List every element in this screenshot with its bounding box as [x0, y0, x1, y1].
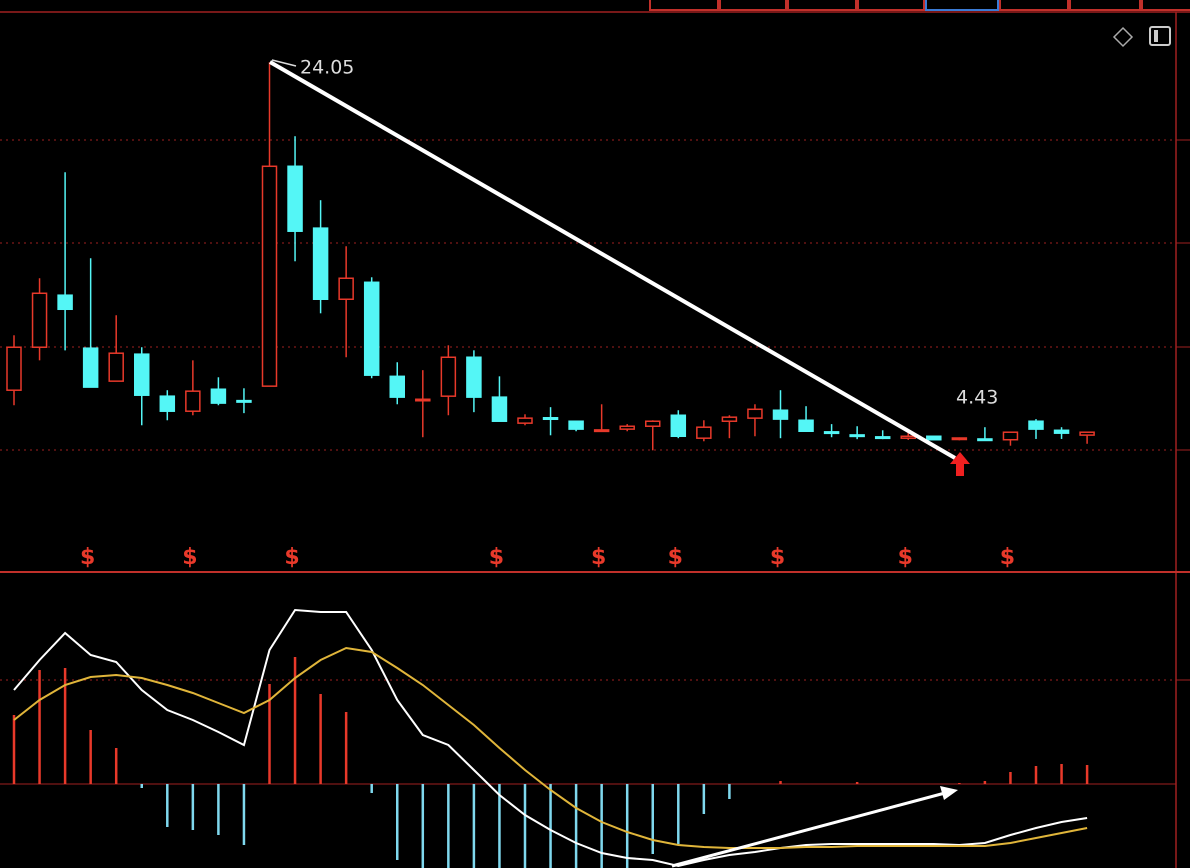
- candle-body: [134, 353, 150, 396]
- panel-icon-bar: [1154, 30, 1158, 42]
- candle-body: [363, 281, 380, 376]
- signal-marker: $: [489, 545, 504, 570]
- candle-body: [926, 435, 942, 441]
- tool-button[interactable]: [1069, 0, 1141, 11]
- candle-body: [670, 414, 687, 438]
- candle-body: [312, 227, 329, 300]
- candle-body: [1028, 420, 1044, 430]
- candle-body: [977, 438, 993, 442]
- candle-body: [849, 434, 865, 438]
- candle-body: [57, 294, 73, 311]
- candle-body: [772, 409, 789, 420]
- candle-body: [593, 429, 610, 433]
- candle-body: [517, 417, 533, 424]
- signal-marker: $: [80, 545, 95, 570]
- signal-marker: $: [591, 545, 606, 570]
- candle-body: [415, 398, 431, 402]
- candle-body: [210, 388, 227, 404]
- tool-button[interactable]: [925, 0, 999, 11]
- grid: [0, 139, 1176, 681]
- candle-body: [338, 277, 354, 300]
- candle-body: [261, 165, 278, 387]
- candle-body: [900, 435, 916, 439]
- signal-marker: $: [284, 545, 299, 570]
- tool-button[interactable]: [719, 0, 787, 11]
- signal-marker: $: [182, 545, 197, 570]
- signal-marker: $: [770, 545, 785, 570]
- macd-line: [13, 608, 1088, 868]
- high-annotation: 24.05: [300, 57, 354, 79]
- signal-marker: $: [1000, 545, 1015, 570]
- annotation-pointer: [271, 59, 297, 67]
- candle-body: [389, 375, 405, 398]
- candle-body: [874, 436, 891, 440]
- buy-arrow: [950, 452, 970, 476]
- candle-body: [236, 399, 252, 403]
- candle-body: [159, 395, 176, 412]
- panel-icon[interactable]: [1149, 26, 1171, 46]
- macd-trend-line: [671, 791, 946, 868]
- marks: $ $ $ $ $ $ $ $ $: [6, 62, 1095, 868]
- candle-body: [568, 420, 584, 430]
- tool-button[interactable]: [857, 0, 925, 11]
- low-annotation: 4.43: [956, 387, 998, 409]
- candle-body: [1002, 431, 1019, 441]
- candle-body: [287, 165, 303, 232]
- candle-body: [823, 431, 840, 435]
- candle-body: [491, 396, 508, 422]
- candle-body: [951, 437, 968, 441]
- candle-body: [1053, 429, 1070, 434]
- candle-body: [645, 420, 661, 427]
- toolbar: [649, 0, 1190, 11]
- candle-body: [108, 352, 124, 382]
- tool-button[interactable]: [999, 0, 1069, 11]
- candle-body: [619, 425, 635, 430]
- trend-line: [268, 60, 957, 460]
- candle-body: [798, 419, 814, 432]
- candle-body: [747, 408, 763, 419]
- candle-body: [31, 292, 48, 348]
- macd-arrow-head: [940, 786, 958, 800]
- signal-marker: $: [668, 545, 683, 570]
- tool-button[interactable]: [787, 0, 857, 11]
- tick-stubs: [1176, 139, 1190, 681]
- candle-body: [6, 346, 22, 391]
- candle-body: [696, 426, 712, 439]
- candle-body: [721, 416, 738, 422]
- tool-button[interactable]: [649, 0, 719, 11]
- diamond-icon[interactable]: [1112, 26, 1134, 48]
- candle-body: [185, 390, 201, 412]
- candle-body: [82, 347, 99, 388]
- candle-body: [466, 356, 482, 398]
- candle-body: [1079, 431, 1095, 436]
- candle-body: [542, 417, 559, 421]
- tool-button[interactable]: [1141, 0, 1190, 11]
- candle-body: [440, 356, 457, 397]
- signal-marker: $: [898, 545, 913, 570]
- macd-line: [13, 646, 1088, 849]
